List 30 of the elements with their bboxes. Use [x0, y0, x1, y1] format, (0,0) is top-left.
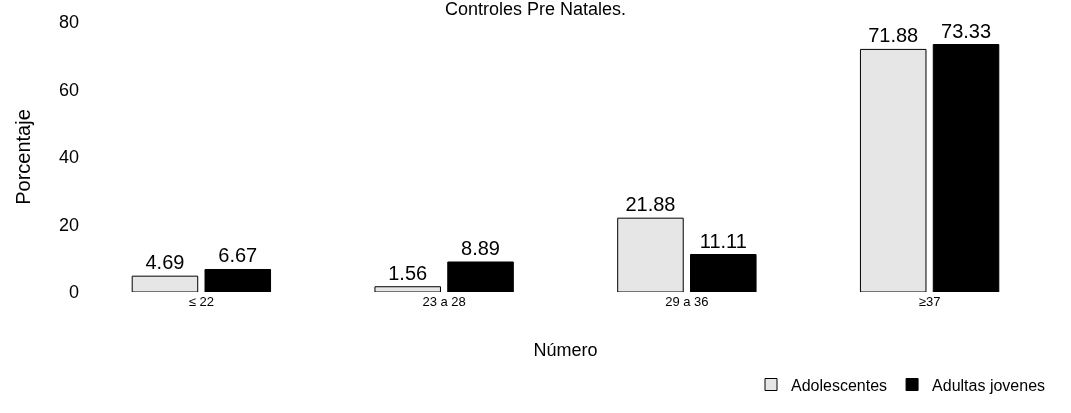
bar [690, 254, 757, 292]
data-label: 8.89 [461, 237, 501, 259]
legend-label: Adultas jovenes [932, 376, 1046, 394]
bar [374, 286, 441, 292]
x-tick-label: ≥37 [918, 294, 941, 309]
bar [859, 48, 927, 292]
data-label: 73.33 [941, 19, 992, 42]
y-tick-label: 20 [58, 214, 79, 235]
data-label: 71.88 [868, 24, 919, 47]
y-tick-label: 0 [68, 282, 79, 303]
y-tick-label: 40 [58, 147, 79, 168]
x-tick-label: 29 a 36 [665, 294, 709, 309]
bar [617, 217, 684, 292]
legend-label: Adolescentes [791, 376, 888, 394]
data-label: 21.88 [625, 193, 676, 216]
bar [447, 261, 514, 292]
data-label: 4.69 [145, 251, 185, 274]
data-label: 11.11 [699, 229, 747, 252]
y-tick-label: 80 [58, 12, 79, 33]
bar [204, 268, 272, 292]
bar [932, 44, 1000, 292]
x-tick-label: 23 a 28 [422, 294, 466, 309]
data-label: 6.67 [218, 244, 258, 267]
y-axis-title: Porcentaje [12, 109, 34, 205]
y-tick-label: 60 [58, 79, 79, 100]
bar [131, 275, 199, 292]
chart-title: Controles Pre Natales. [444, 0, 627, 19]
data-label: 1.56 [388, 261, 428, 284]
x-tick-label: ≤ 22 [188, 294, 214, 309]
x-axis-title: Número [533, 340, 598, 360]
